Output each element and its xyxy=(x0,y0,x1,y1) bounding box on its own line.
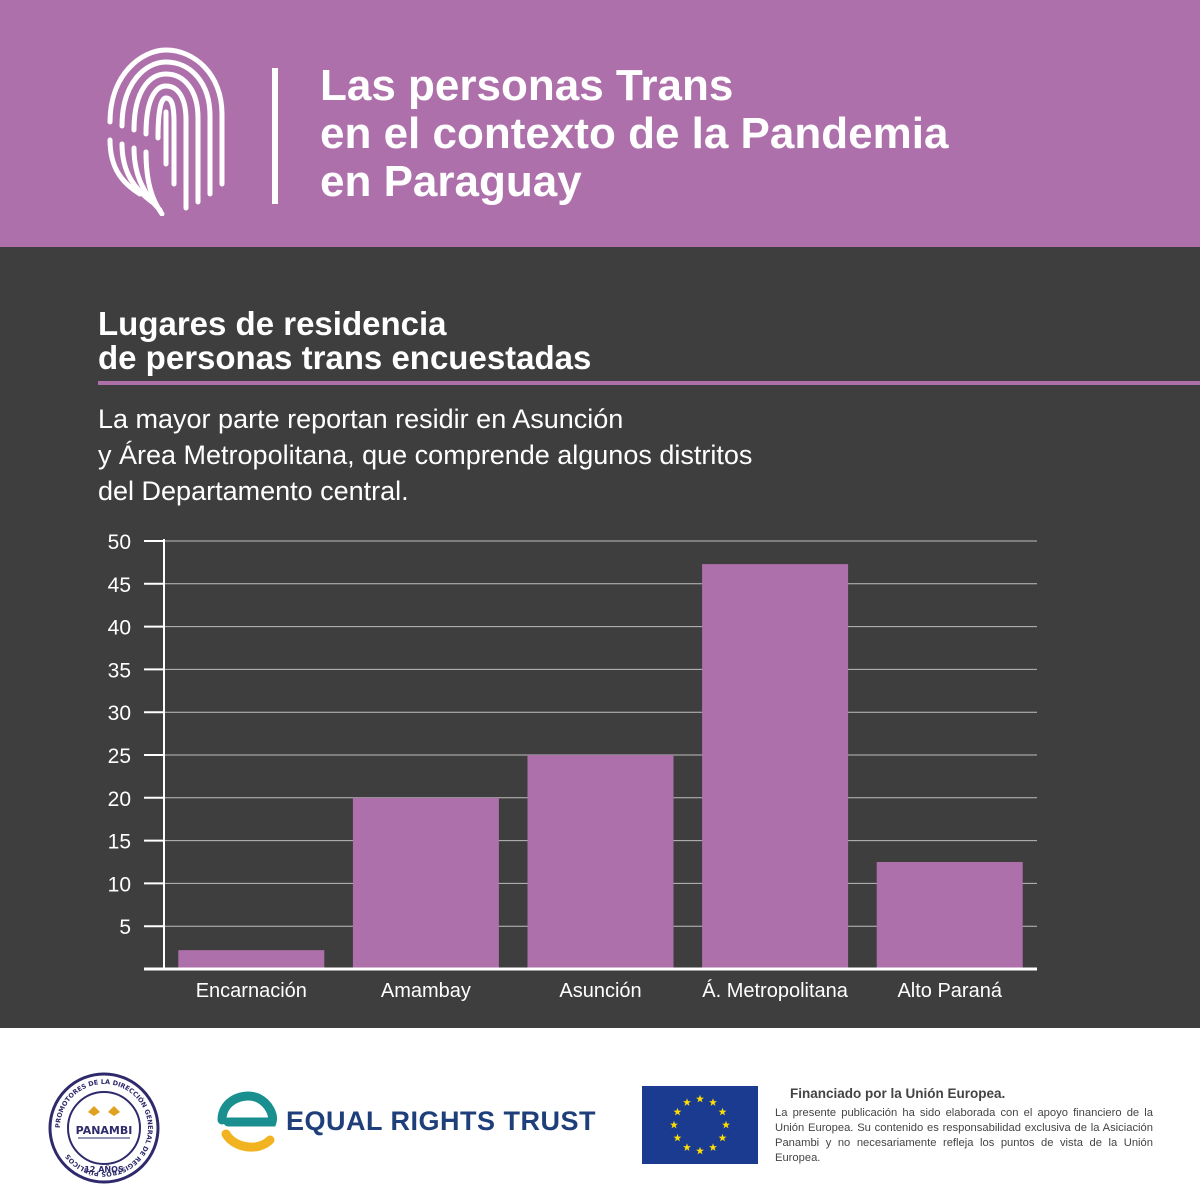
y-tick-label: 15 xyxy=(108,831,131,854)
header-banner: Las personas Trans en el contexto de la … xyxy=(0,0,1200,247)
header-title-line: Las personas Trans xyxy=(320,61,734,110)
equal-rights-trust-logo-icon xyxy=(217,1091,277,1152)
bar xyxy=(352,797,499,969)
y-tick-label: 5 xyxy=(119,916,131,939)
y-tick-label: 25 xyxy=(108,745,131,768)
header-title-line: en el contexto de la Pandemia xyxy=(320,109,949,158)
description-line: y Área Metropolitana, que comprende algu… xyxy=(98,440,753,470)
residence-bar-chart: 5 10 15 20 25 30 35 40 45 50 Encarnación Amambay Asu… xyxy=(108,531,1037,1002)
bar xyxy=(702,564,849,969)
y-tick-label: 35 xyxy=(108,659,131,682)
y-tick-label: 10 xyxy=(108,873,131,896)
eu-flag-icon xyxy=(642,1086,758,1164)
fingerprint-icon xyxy=(107,47,225,216)
section-title-line: Lugares de residencia xyxy=(98,305,447,342)
x-tick-label: Amambay xyxy=(381,980,471,1002)
eu-star-icon xyxy=(683,1143,691,1151)
section-title-line: de personas trans encuestadas xyxy=(98,339,592,376)
eu-star-icon xyxy=(709,1098,717,1106)
x-tick-label: Encarnación xyxy=(196,980,307,1002)
panambi-seal-icon: PROMOTORES DE LA DIRECCIÓN GENERAL DE RE… xyxy=(48,1072,160,1184)
footer: PROMOTORES DE LA DIRECCIÓN GENERAL DE RE… xyxy=(0,1028,1200,1200)
eu-star-icon xyxy=(718,1133,727,1142)
header-title-line: en Paraguay xyxy=(320,157,582,206)
eu-disclaimer: La presente publicación ha sido elaborad… xyxy=(775,1107,1153,1164)
header-title: Las personas Trans en el contexto de la … xyxy=(320,62,948,206)
eu-star-icon xyxy=(670,1120,678,1129)
y-tick-label: 50 xyxy=(108,531,131,554)
x-tick-label: Alto Paraná xyxy=(897,980,1002,1002)
y-tick-label: 45 xyxy=(108,574,131,597)
panambi-years: 12 AÑOS xyxy=(84,1164,124,1174)
main-panel: Lugares de residencia de personas trans … xyxy=(0,247,1200,1028)
ert-name: EQUAL RIGHTS TRUST xyxy=(286,1106,597,1136)
bar xyxy=(178,950,325,969)
eu-star-icon xyxy=(683,1098,691,1106)
bar xyxy=(876,862,1023,969)
y-tick-label: 20 xyxy=(108,788,131,811)
x-tick-label: Á. Metropolitana xyxy=(702,979,849,1002)
description-line: La mayor parte reportan residir en Asunc… xyxy=(98,404,624,434)
y-tick-label: 40 xyxy=(108,617,131,640)
eu-star-icon xyxy=(673,1107,682,1116)
eu-star-icon xyxy=(696,1146,704,1155)
eu-funding-title: Financiado por la Unión Europea. xyxy=(790,1086,1006,1101)
bar xyxy=(527,755,674,969)
eu-star-icon xyxy=(709,1143,717,1151)
eu-star-icon xyxy=(673,1133,682,1142)
eu-star-icon xyxy=(718,1107,727,1116)
eu-star-icon xyxy=(696,1094,704,1103)
panambi-name: PANAMBI xyxy=(76,1124,133,1137)
section-title: Lugares de residencia de personas trans … xyxy=(98,307,591,375)
section-description: La mayor parte reportan residir en Asunc… xyxy=(98,401,752,509)
section-rule xyxy=(98,381,1200,385)
header-divider xyxy=(272,68,278,204)
y-tick-label: 30 xyxy=(108,702,131,725)
eu-star-icon xyxy=(722,1120,730,1129)
x-tick-label: Asunción xyxy=(559,980,641,1002)
description-line: del Departamento central. xyxy=(98,476,409,506)
